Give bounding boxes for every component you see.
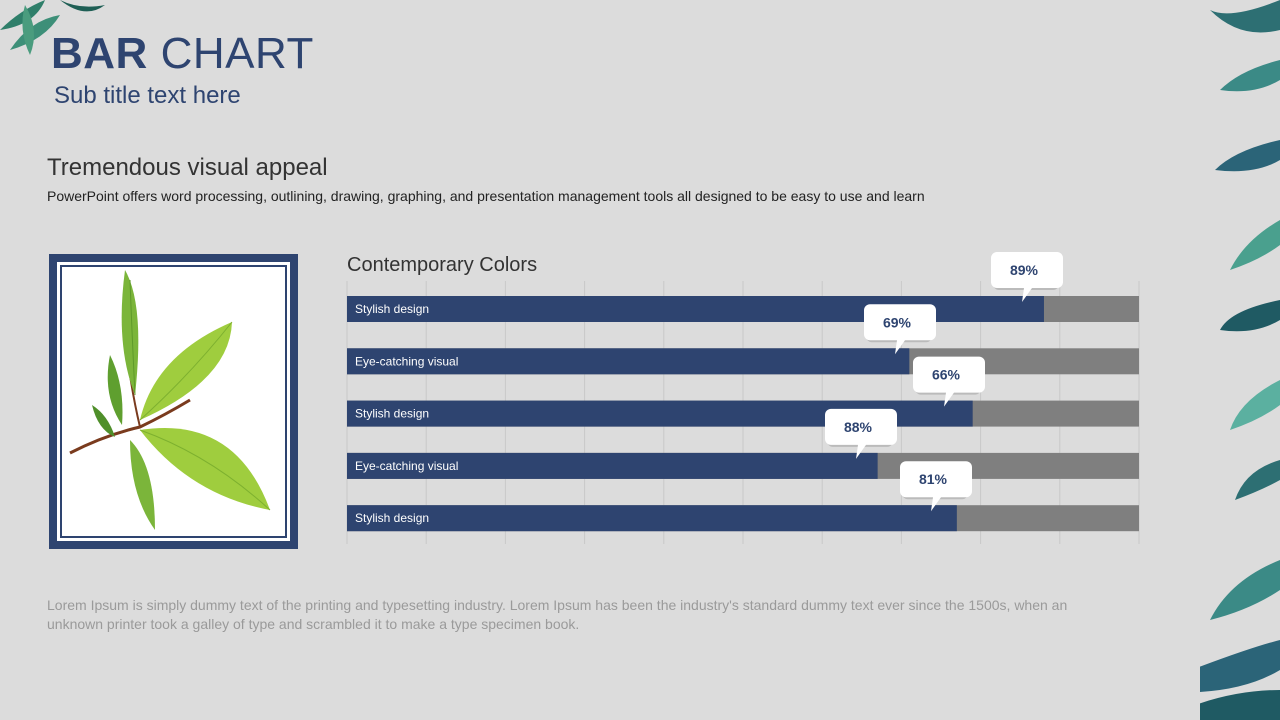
callout-value-label: 69% [883,314,912,330]
bar-category-label: Stylish design [355,407,429,421]
value-callout: 69% [864,304,936,355]
chart-title: Contemporary Colors [347,254,538,276]
bar [347,296,1044,322]
bar [347,348,910,375]
bar [347,505,957,532]
leaf-image [69,270,271,530]
page-title-part2: CHART [160,29,314,78]
callout-value-label: 89% [1010,262,1039,278]
value-callout: 81% [900,461,972,512]
bar-category-label: Eye-catching visual [355,459,458,473]
callout-value-label: 81% [919,471,948,487]
page-subtitle: Sub title text here [54,82,241,109]
value-callout: 89% [991,252,1063,302]
leaf-image-frame [49,254,298,549]
value-callout: 88% [825,408,897,459]
section-heading: Tremendous visual appeal [47,154,328,181]
bar-category-label: Stylish design [355,302,429,316]
section-description: PowerPoint offers word processing, outli… [47,188,925,204]
callout-value-label: 66% [932,367,961,383]
value-callout: 66% [913,356,985,407]
page-title-part1: BAR [51,29,148,78]
right-edge-leaves-decoration [1200,0,1280,720]
corner-leaves-top-left-decoration [0,0,105,55]
page-title: BAR CHART [51,28,314,80]
footer-paragraph: Lorem Ipsum is simply dummy text of the … [47,597,1068,632]
bar-category-label: Eye-catching visual [355,354,458,368]
bar [347,452,878,479]
bar-category-label: Stylish design [355,511,429,525]
callout-value-label: 88% [844,419,873,435]
